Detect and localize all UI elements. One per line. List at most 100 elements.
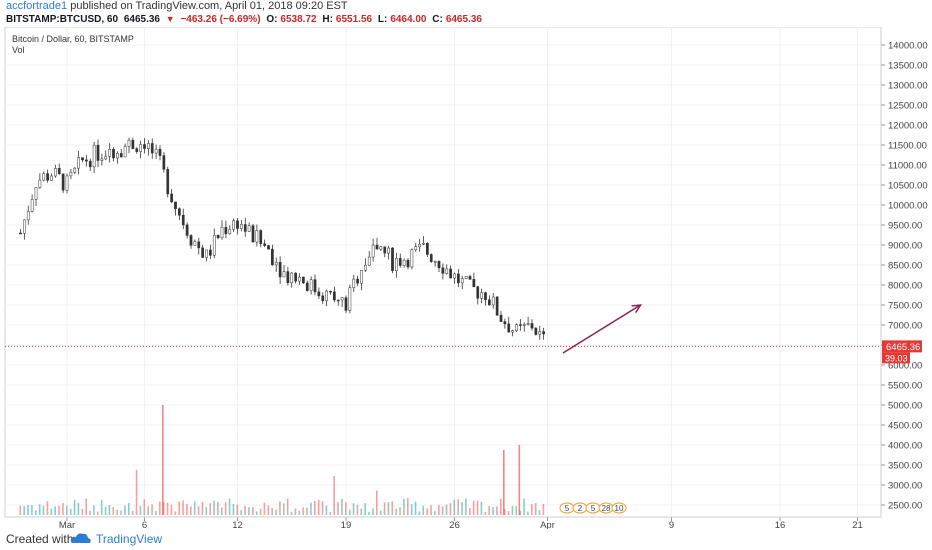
candle-body: [321, 295, 325, 302]
volume-bar: [519, 510, 521, 515]
candle-body: [271, 248, 274, 266]
candle-body: [92, 144, 96, 168]
volume-bar: [73, 499, 76, 515]
candle-body: [402, 259, 406, 266]
candle-body: [34, 187, 38, 200]
candle-body: [457, 273, 460, 284]
volume-bar: [298, 510, 301, 515]
candle-body: [480, 292, 483, 299]
candle-body: [123, 146, 127, 158]
candle-body: [73, 167, 77, 173]
volume-bar: [128, 503, 130, 515]
price-tick-label: 8000.00: [888, 281, 922, 292]
volume-bar: [116, 509, 118, 515]
candle-body: [383, 246, 387, 254]
volume-bar: [213, 500, 215, 515]
volume-bar: [310, 502, 312, 515]
volume-bar: [345, 502, 347, 515]
volume-bar: [139, 506, 142, 515]
volume-bar: [496, 506, 498, 515]
volume-bar: [507, 511, 510, 515]
volume-scale-label: 10: [615, 504, 624, 513]
candle-body: [364, 264, 367, 271]
candle-body: [150, 143, 154, 154]
volume-bar: [240, 510, 242, 515]
time-tick-label: 19: [341, 520, 352, 529]
volume-bar: [480, 501, 483, 515]
volume-bar: [511, 505, 514, 515]
price-tick-label: 9500.00: [888, 221, 922, 232]
publish-line: accfortrade1 published on TradingView.co…: [6, 0, 348, 12]
candle-body: [201, 247, 204, 258]
volume-bar: [294, 508, 297, 515]
candle-body: [491, 296, 495, 306]
username-link[interactable]: accfortrade1: [6, 0, 68, 12]
volume-bar: [85, 498, 87, 515]
candle-body: [162, 155, 166, 170]
price-axis[interactable]: 14000.00 13500.00 13000.00 12500.00 12000.00…: [881, 41, 928, 512]
candle-body: [143, 144, 146, 149]
volume-bar: [23, 506, 25, 515]
candle-body: [499, 314, 503, 322]
volume-bar: [476, 500, 479, 515]
volume-bar: [104, 506, 107, 515]
candle-body: [259, 230, 263, 244]
volume-bar: [35, 510, 37, 515]
last-price-badge: [882, 340, 922, 353]
volume-bar: [155, 510, 157, 515]
volume-bar: [267, 505, 270, 515]
price-tick-label: 2500.00: [888, 501, 922, 512]
volume-bar: [81, 508, 84, 515]
price-chart[interactable]: 14000.00 13500.00 13000.00 12500.00 12000.00…: [0, 27, 932, 529]
trend-arrow[interactable]: [562, 304, 642, 354]
high-label: H:: [322, 14, 333, 25]
volume-bar: [54, 506, 56, 515]
time-tick-label: 26: [449, 520, 460, 529]
volume-bar: [438, 504, 440, 515]
candle-body: [178, 208, 181, 216]
price-tick-label: 10500.00: [888, 181, 928, 192]
candle-body: [507, 323, 511, 333]
chart-legend: Bitcoin / Dollar, 60, BITSTAMP Vol: [12, 34, 134, 56]
candle-body: [274, 262, 278, 266]
volume-bar: [263, 502, 266, 515]
symbol-line: BITSTAMP:BTCUSD, 60 6465.36 ▼ −463.26 (−…: [6, 14, 485, 25]
volume-bar: [162, 501, 165, 515]
candle-body: [209, 249, 212, 256]
candle-body: [356, 278, 359, 284]
candle-body: [437, 260, 441, 269]
volume-bar: [426, 508, 428, 515]
candle-body: [375, 244, 379, 250]
volume-bar: [321, 501, 324, 515]
open-value: 6538.72: [280, 14, 317, 25]
volume-scale-badge: [611, 502, 627, 514]
candle-body: [69, 171, 73, 177]
candle-body: [236, 220, 239, 229]
tradingview-link[interactable]: TradingView: [96, 532, 163, 546]
volume-bars: [19, 405, 545, 515]
volume-bar: [492, 507, 494, 515]
time-tick-label: 21: [852, 520, 863, 529]
volume-bar: [42, 505, 45, 515]
time-axis[interactable]: Mar 6 12 19 26 Apr 9 16 21: [5, 516, 881, 529]
symbol-name: BITSTAMP:BTCUSD, 60: [6, 14, 119, 25]
high-value: 6551.56: [335, 14, 373, 25]
candle-body: [104, 156, 108, 160]
volume-bar: [159, 501, 161, 515]
price-tick-label: 11000.00: [888, 161, 927, 172]
volume-bar: [228, 498, 231, 515]
volume-bar: [403, 498, 405, 515]
candle-body: [77, 157, 80, 169]
candle-body: [240, 224, 243, 229]
series-title: Bitcoin / Dollar, 60, BITSTAMP: [12, 34, 134, 44]
candle-body: [422, 243, 425, 245]
volume-bar: [306, 507, 308, 515]
candle-body: [42, 173, 46, 181]
price-tick-label: 13000.00: [888, 81, 928, 92]
candle-body: [286, 271, 290, 283]
volume-bar: [364, 503, 366, 515]
candle-body: [484, 292, 487, 301]
volume-bar: [484, 511, 487, 515]
volume-bar: [135, 469, 138, 515]
volume-bar: [518, 445, 521, 515]
